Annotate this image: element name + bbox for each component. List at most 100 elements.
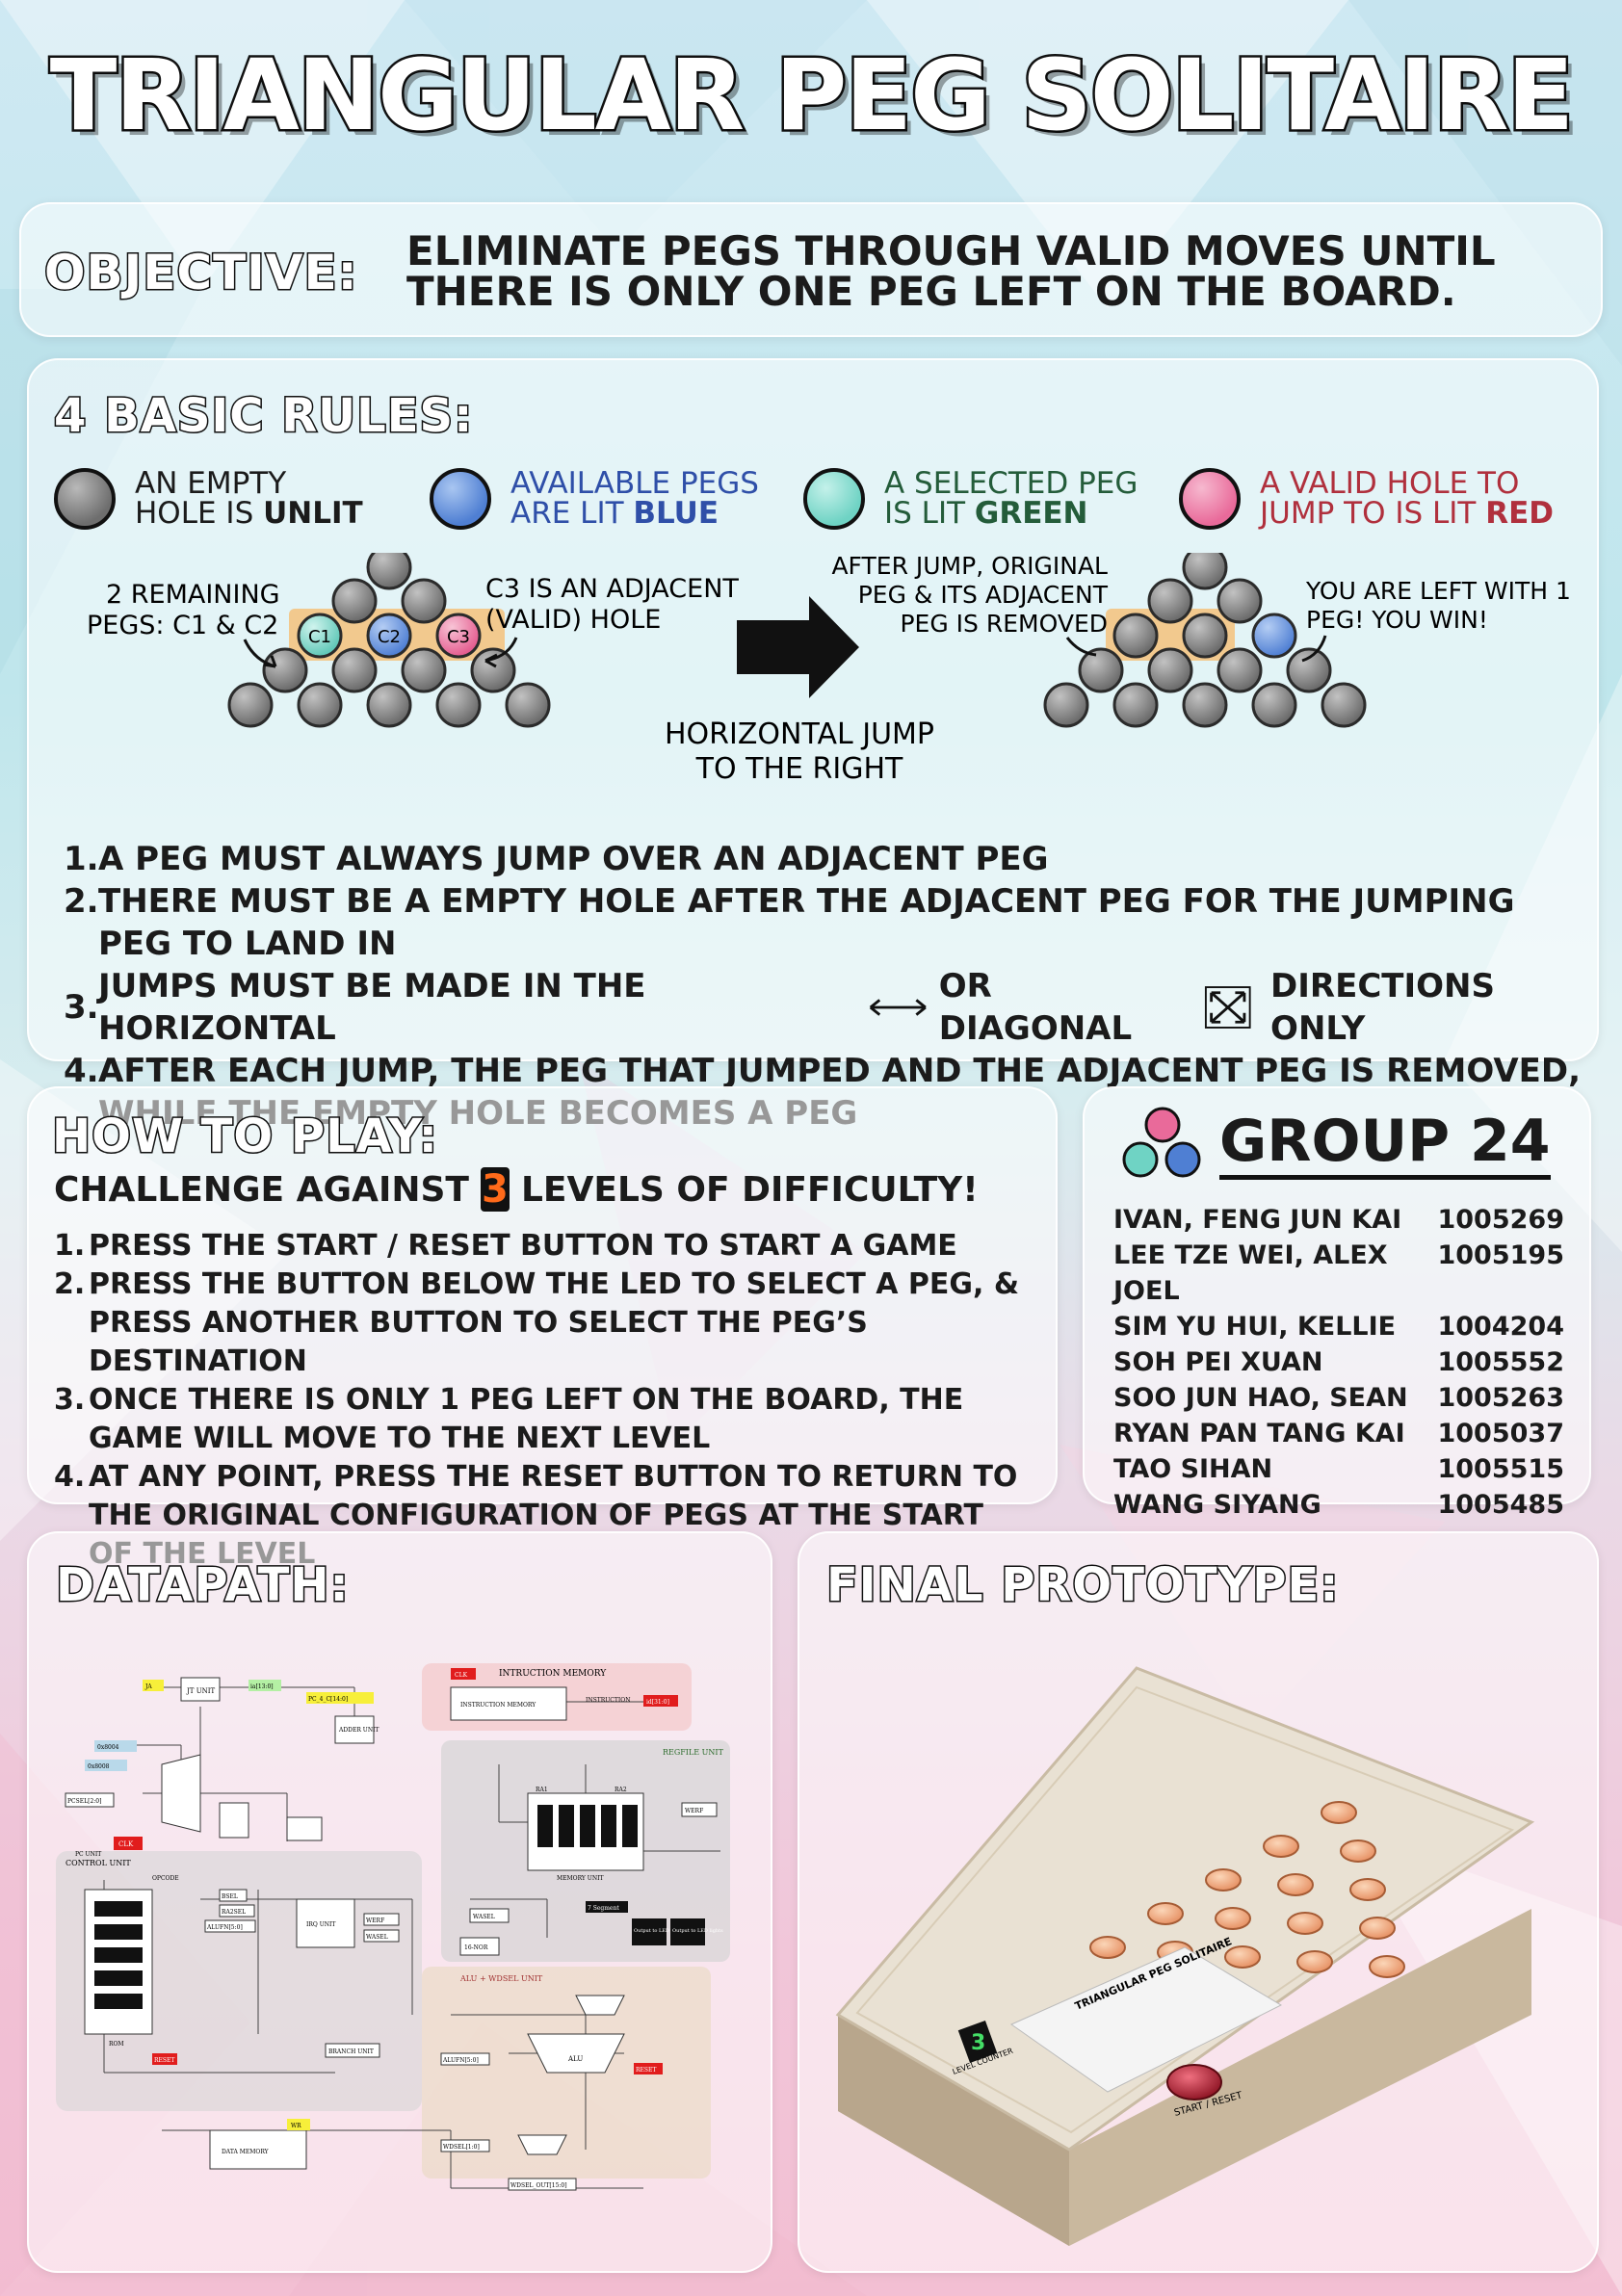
svg-text:RA1: RA1: [536, 1787, 548, 1793]
legend-red: A VALID HOLE TO JUMP TO IS LIT RED: [1179, 468, 1554, 530]
remaining-line2: PEGS: C1 & C2: [87, 611, 278, 640]
right-arrow-icon: [737, 596, 859, 698]
svg-text:ADDER UNIT: ADDER UNIT: [338, 1727, 379, 1734]
howto-list: 1. PRESS THE START / RESET BUTTON TO STAR…: [54, 1227, 1036, 1574]
adjacent-line2: (VALID) HOLE: [485, 605, 661, 635]
red-peg-icon: [1179, 468, 1241, 530]
member-row: SIM YU HUI, KELLIE 1004204: [1113, 1312, 1564, 1342]
svg-text:DATA MEMORY: DATA MEMORY: [222, 2149, 270, 2155]
green-peg-icon: [803, 468, 865, 530]
datapath-panel: DATAPATH: INTRUCTION MEMORY REGFILE UNIT…: [27, 1531, 772, 2273]
label-c2: C2: [378, 627, 401, 647]
poster-title: TRIANGULAR PEG SOLITAIRE: [47, 37, 1576, 156]
legend-green-line2a: IS LIT: [884, 496, 975, 531]
svg-text:OPCODE: OPCODE: [152, 1875, 179, 1882]
legend-blue-line2a: ARE LIT: [510, 496, 634, 531]
svg-text:ALUFN[5:0]: ALUFN[5:0]: [442, 2057, 479, 2064]
member-row: WANG SIYANG 1005485: [1113, 1490, 1564, 1520]
jump-line2: TO THE RIGHT: [695, 752, 903, 786]
legend-blue-line2b: BLUE: [633, 496, 719, 531]
svg-text:INTRUCTION MEMORY: INTRUCTION MEMORY: [499, 1669, 607, 1679]
svg-text:id[31:0]: id[31:0]: [646, 1699, 669, 1706]
group-panel: GROUP 24 IVAN, FENG JUN KAI 1005269 LEE T…: [1083, 1086, 1591, 1520]
svg-text:WERF: WERF: [366, 1918, 384, 1924]
group-logo-icon: [1122, 1107, 1201, 1178]
svg-text:MEMORY UNIT: MEMORY UNIT: [557, 1875, 603, 1882]
howto-label: HOW TO PLAY:: [51, 1109, 439, 1165]
horizontal-arrow-icon: [869, 999, 927, 1016]
rule-item: 3. JUMPS MUST BE MADE IN THE HORIZONTAL …: [64, 967, 1495, 1048]
rule-item: 1. A PEG MUST ALWAYS JUMP OVER AN ADJACEN…: [64, 840, 1049, 878]
peg-c2: [366, 613, 412, 659]
rules-diagram: C1 C2 C3 2 REMAINING PEGS: C1 & C2 C3 IS…: [87, 553, 1571, 786]
remaining-peg: [1251, 613, 1297, 659]
challenge-line: CHALLENGE AGAINST 3 LEVELS OF DIFFICULTY…: [54, 1167, 979, 1212]
svg-text:RA2: RA2: [615, 1787, 627, 1793]
legend-green: A SELECTED PEG IS LIT GREEN: [803, 468, 1138, 530]
svg-text:INSTRUCTION: INSTRUCTION: [586, 1697, 630, 1704]
legend-empty: AN EMPTY HOLE IS UNLIT: [54, 468, 363, 530]
member-row: LEE TZE WEI, ALEX JOEL 1005195: [1113, 1240, 1564, 1306]
svg-text:PC_4_C[14:0]: PC_4_C[14:0]: [308, 1696, 348, 1703]
objective-panel: OBJECTIVE: ELIMINATE PEGS THROUGH VALID …: [19, 202, 1603, 337]
svg-text:IRQ UNIT: IRQ UNIT: [306, 1921, 335, 1928]
svg-text:RESET: RESET: [636, 2067, 656, 2074]
svg-text:WERF: WERF: [685, 1808, 703, 1814]
peg-c1: [297, 613, 343, 659]
svg-text:BSEL: BSEL: [222, 1893, 238, 1900]
svg-text:7 Segment: 7 Segment: [588, 1905, 619, 1912]
objective-text: ELIMINATE PEGS THROUGH VALID MOVES UNTIL…: [406, 227, 1496, 315]
diagonal-arrows-icon: [1204, 986, 1251, 1029]
howto-panel: HOW TO PLAY: CHALLENGE AGAINST 3 LEVELS …: [27, 1086, 1058, 1571]
after-line2: PEG & ITS ADJACENT: [858, 581, 1109, 609]
start-reset-button: [1166, 2064, 1222, 2100]
svg-text:BRANCH UNIT: BRANCH UNIT: [328, 2048, 374, 2055]
legend-red-line2a: JUMP TO IS LIT: [1260, 496, 1486, 531]
after-line1: AFTER JUMP, ORIGINAL: [831, 553, 1108, 580]
legend-empty-line1: AN EMPTY: [135, 466, 287, 501]
member-row: IVAN, FENG JUN KAI 1005269: [1113, 1205, 1564, 1235]
svg-text:ALUFN[5:0]: ALUFN[5:0]: [206, 1924, 243, 1931]
blue-peg-icon: [430, 468, 491, 530]
svg-text:ia[13:0]: ia[13:0]: [250, 1683, 274, 1690]
member-row: RYAN PAN TANG KAI 1005037: [1113, 1419, 1564, 1448]
objective-label: OBJECTIVE:: [43, 244, 359, 302]
legend-red-line1: A VALID HOLE TO: [1260, 466, 1520, 501]
datapath-diagram: INTRUCTION MEMORY REGFILE UNIT CONTROL U…: [56, 1663, 730, 2191]
svg-text:0x8008: 0x8008: [88, 1763, 110, 1770]
win-line1: YOU ARE LEFT WITH 1: [1305, 577, 1571, 605]
svg-text:REGFILE UNIT: REGFILE UNIT: [663, 1748, 724, 1757]
svg-text:RESET: RESET: [154, 2057, 174, 2064]
svg-text:WDSEL[1:0]: WDSEL[1:0]: [443, 2144, 480, 2151]
svg-text:0x8004: 0x8004: [97, 1744, 119, 1751]
svg-text:WDSEL_OUT[15:0]: WDSEL_OUT[15:0]: [510, 2182, 567, 2189]
adjacent-line1: C3 IS AN ADJACENT: [485, 574, 739, 604]
legend-empty-line2b: UNLIT: [263, 496, 363, 531]
prototype-panel: FINAL PROTOTYPE:: [798, 1531, 1599, 2273]
svg-text:ROM: ROM: [109, 2041, 124, 2048]
member-row: TAO SIHAN 1005515: [1113, 1454, 1564, 1484]
svg-text:PCSEL[2:0]: PCSEL[2:0]: [67, 1798, 101, 1805]
svg-text:CLK: CLK: [455, 1672, 468, 1679]
legend-green-line1: A SELECTED PEG: [884, 466, 1138, 501]
howto-item: 1. PRESS THE START / RESET BUTTON TO STAR…: [54, 1229, 957, 1263]
datapath-label: DATAPATH:: [55, 1557, 351, 1614]
right-triangle: [1043, 553, 1367, 728]
label-c3: C3: [447, 627, 470, 647]
rule-item: 2. THERE MUST BE A EMPTY HOLE AFTER THE A…: [64, 882, 1515, 963]
after-line3: PEG IS REMOVED: [900, 610, 1108, 638]
svg-text:ALU: ALU: [567, 2055, 583, 2063]
svg-text:JA: JA: [144, 1683, 152, 1690]
svg-text:ALU + WDSEL UNIT: ALU + WDSEL UNIT: [459, 1974, 543, 1983]
prototype-photo: TRIANGULAR PEG SOLITAIRE 3 LEVEL COUNTER…: [835, 1666, 1535, 2246]
svg-text:WASEL: WASEL: [366, 1934, 388, 1941]
group-title: GROUP 24: [1219, 1108, 1551, 1180]
svg-text:16-NOR: 16-NOR: [464, 1944, 488, 1951]
jump-line1: HORIZONTAL JUMP: [665, 718, 934, 751]
member-row: SOH PEI XUAN 1005552: [1113, 1347, 1564, 1377]
svg-text:CONTROL UNIT: CONTROL UNIT: [65, 1859, 131, 1867]
svg-text:PC UNIT: PC UNIT: [75, 1851, 101, 1858]
howto-item: 2. PRESS THE BUTTON BELOW THE LED TO SELE…: [54, 1267, 1020, 1378]
left-triangle: C1 C2 C3: [227, 553, 551, 728]
svg-text:CLK: CLK: [118, 1840, 134, 1848]
